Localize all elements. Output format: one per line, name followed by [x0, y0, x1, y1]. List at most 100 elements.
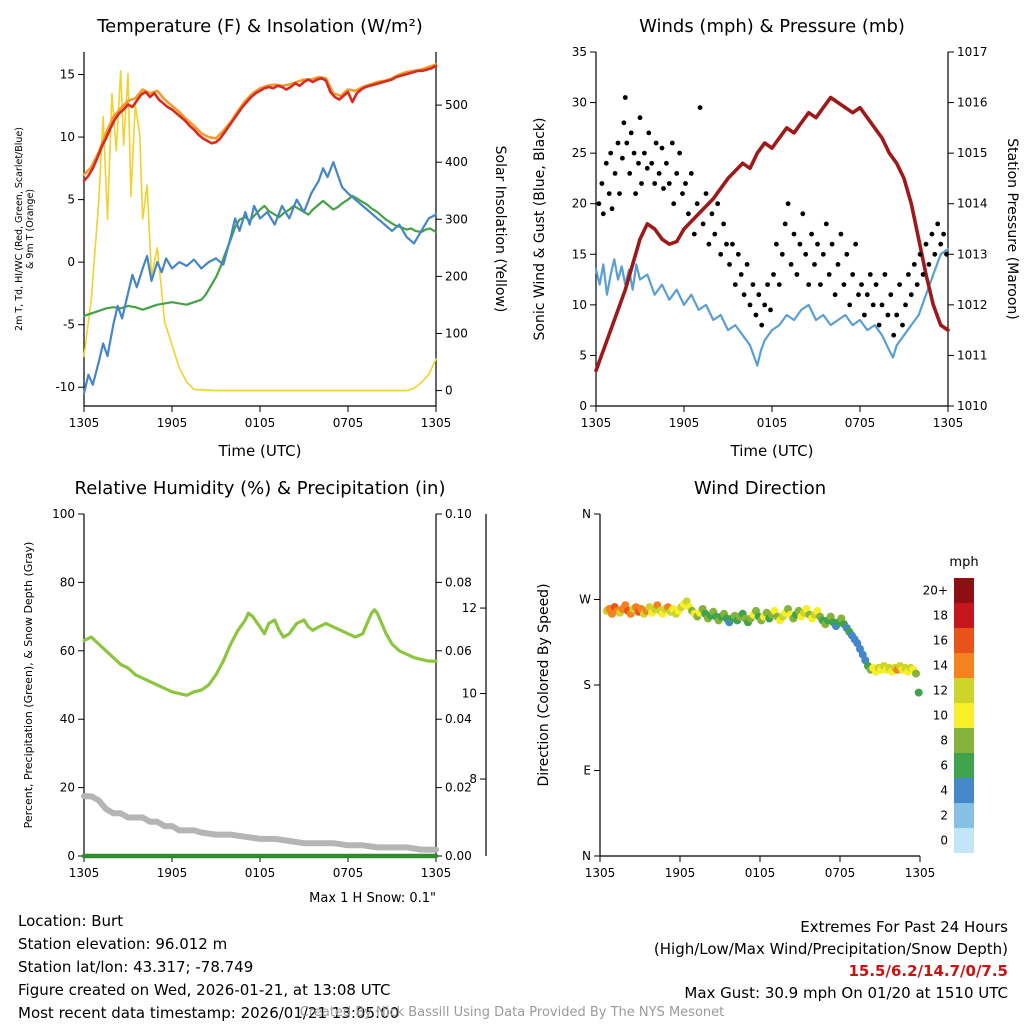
svg-text:& 9m T (Orange): & 9m T (Orange)	[25, 189, 36, 269]
station-info: Location: Burt Station elevation: 96.012…	[18, 910, 399, 1024]
svg-text:1305: 1305	[69, 866, 100, 880]
svg-text:500: 500	[445, 98, 468, 112]
svg-text:0: 0	[445, 384, 453, 398]
svg-text:20+: 20+	[923, 584, 948, 598]
svg-text:15: 15	[60, 68, 75, 82]
svg-text:10: 10	[933, 709, 948, 723]
svg-text:Solar Insolation (Yellow): Solar Insolation (Yellow)	[492, 146, 508, 313]
svg-text:Relative Humidity (%) & Precip: Relative Humidity (%) & Precipitation (i…	[75, 478, 446, 499]
svg-text:0105: 0105	[245, 416, 276, 430]
svg-text:0.06: 0.06	[445, 644, 472, 658]
svg-text:20: 20	[572, 197, 587, 211]
svg-text:N: N	[582, 507, 591, 521]
svg-text:0705: 0705	[333, 866, 364, 880]
svg-text:4: 4	[940, 784, 948, 798]
svg-text:0705: 0705	[825, 866, 856, 880]
svg-text:1305: 1305	[581, 416, 612, 430]
svg-text:15: 15	[572, 247, 587, 261]
svg-text:14: 14	[933, 659, 948, 673]
svg-text:1017: 1017	[957, 45, 988, 59]
svg-text:0: 0	[579, 399, 587, 413]
svg-text:E: E	[583, 764, 591, 778]
svg-text:60: 60	[60, 644, 75, 658]
svg-text:35: 35	[572, 45, 587, 59]
svg-text:1305: 1305	[585, 866, 616, 880]
svg-text:0: 0	[940, 834, 948, 848]
svg-text:Time (UTC): Time (UTC)	[218, 442, 302, 460]
svg-text:40: 40	[60, 712, 75, 726]
max-gust-line: Max Gust: 30.9 mph On 01/20 at 1510 UTC	[684, 984, 1008, 1002]
svg-text:100: 100	[445, 326, 468, 340]
created-line: Figure created on Wed, 2026-01-21, at 13…	[18, 981, 391, 999]
timestamp-line: Most recent data timestamp: 2026/01/21 1…	[18, 1004, 400, 1022]
svg-text:10: 10	[462, 687, 477, 701]
svg-text:80: 80	[60, 575, 75, 589]
latlon-line: Station lat/lon: 43.317; -78.749	[18, 958, 254, 976]
svg-text:W: W	[579, 593, 591, 607]
svg-text:1010: 1010	[957, 399, 988, 413]
svg-text:25: 25	[572, 146, 587, 160]
svg-text:0105: 0105	[745, 866, 776, 880]
svg-text:0: 0	[67, 255, 75, 269]
credit-line: Created By Nick Bassill Using Data Provi…	[299, 1005, 725, 1020]
svg-text:1013: 1013	[957, 247, 988, 261]
svg-text:12: 12	[462, 601, 477, 615]
svg-text:mph: mph	[949, 555, 978, 570]
svg-text:6: 6	[940, 759, 948, 773]
svg-text:0: 0	[67, 849, 75, 863]
svg-text:1305: 1305	[421, 866, 452, 880]
svg-text:Wind Direction: Wind Direction	[694, 478, 826, 499]
svg-text:0705: 0705	[845, 416, 876, 430]
svg-text:N: N	[582, 849, 591, 863]
svg-text:5: 5	[579, 348, 587, 362]
footer: Location: Burt Station elevation: 96.012…	[0, 908, 1024, 1024]
extremes-values: 15.5/6.2/14.7/0/7.5	[848, 962, 1008, 980]
svg-text:400: 400	[445, 155, 468, 169]
svg-text:10: 10	[572, 298, 587, 312]
svg-text:1905: 1905	[157, 866, 188, 880]
svg-text:Temperature (F) & Insolation (: Temperature (F) & Insolation (W/m²)	[96, 16, 423, 37]
svg-text:1011: 1011	[957, 348, 988, 362]
svg-text:1905: 1905	[665, 866, 696, 880]
svg-text:5: 5	[67, 193, 75, 207]
extremes-block: Extremes For Past 24 Hours (High/Low/Max…	[654, 916, 1008, 1004]
humidity-precipitation-chart: 1305 1905 0105 0705 1305 0 20 40 60 80 100 0.00 0.02…	[22, 478, 487, 906]
svg-text:Max 1 H Snow: 0.1": Max 1 H Snow: 0.1"	[309, 891, 436, 906]
svg-text:Time (UTC): Time (UTC)	[730, 442, 814, 460]
svg-text:-5: -5	[63, 318, 75, 332]
svg-text:100: 100	[52, 507, 75, 521]
svg-text:1305: 1305	[933, 416, 964, 430]
svg-text:Winds (mph) & Pressure (mb): Winds (mph) & Pressure (mb)	[639, 16, 905, 37]
temperature-insolation-chart: 1305 1905 0105 0705 1305 Time (UTC) -10 -5 0 5 10 1…	[14, 16, 508, 460]
svg-text:2m T, Td, HI/WC (Red, Green, S: 2m T, Td, HI/WC (Red, Green, Scarlet/Blu…	[14, 127, 25, 331]
svg-text:Sonic Wind & Gust (Blue, Black: Sonic Wind & Gust (Blue, Black)	[532, 117, 548, 340]
svg-text:2: 2	[940, 809, 948, 823]
svg-text:0.10: 0.10	[445, 507, 472, 521]
svg-text:0705: 0705	[333, 416, 364, 430]
svg-text:0.08: 0.08	[445, 575, 472, 589]
svg-text:1305: 1305	[905, 866, 936, 880]
svg-text:300: 300	[445, 212, 468, 226]
svg-text:0.00: 0.00	[445, 849, 472, 863]
svg-text:-10: -10	[55, 380, 75, 394]
svg-text:Direction (Colored By Speed): Direction (Colored By Speed)	[536, 583, 552, 786]
svg-text:0105: 0105	[245, 866, 276, 880]
svg-text:18: 18	[933, 609, 948, 623]
svg-text:0.04: 0.04	[445, 712, 472, 726]
svg-text:S: S	[583, 678, 591, 692]
svg-text:8: 8	[469, 772, 477, 786]
svg-text:1015: 1015	[957, 146, 988, 160]
svg-text:1905: 1905	[157, 416, 188, 430]
extremes-title: Extremes For Past 24 Hours	[800, 918, 1008, 936]
svg-text:1016: 1016	[957, 96, 988, 110]
svg-text:Percent, Precipitation (Green): Percent, Precipitation (Green), & Snow D…	[22, 542, 35, 829]
svg-text:0105: 0105	[757, 416, 788, 430]
svg-text:0.02: 0.02	[445, 781, 472, 795]
svg-text:30: 30	[572, 96, 587, 110]
svg-text:16: 16	[933, 634, 948, 648]
chart-grid: 1305 1905 0105 0705 1305 Time (UTC) -10 -5 0 5 10 1…	[14, 16, 1020, 906]
svg-text:200: 200	[445, 269, 468, 283]
